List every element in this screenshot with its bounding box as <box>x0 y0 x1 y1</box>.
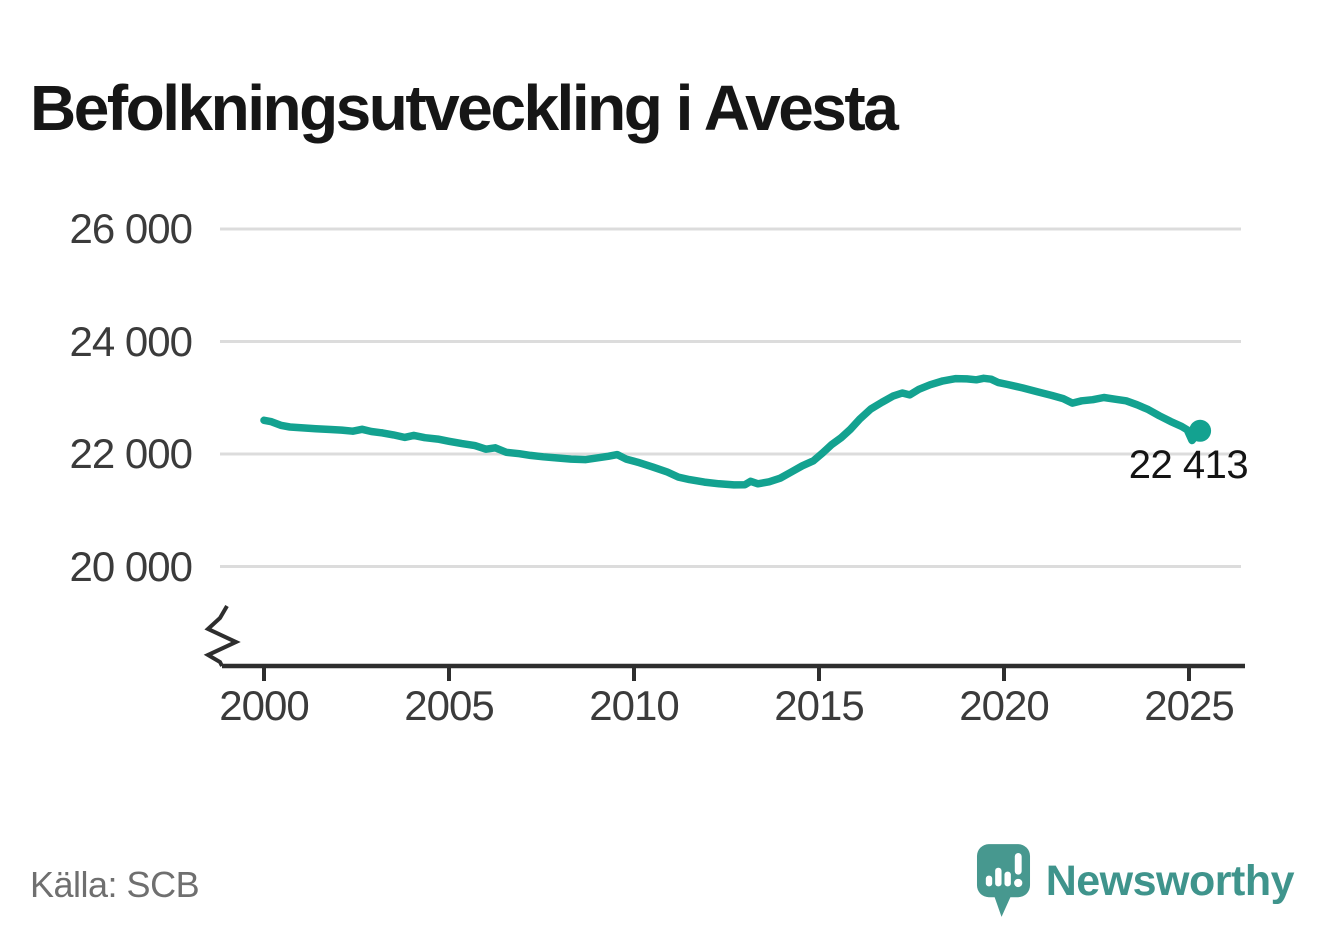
y-axis-tick-label: 20 000 <box>69 542 193 590</box>
x-axis-tick-label: 2005 <box>404 682 494 729</box>
latest-value-label: 22 413 <box>1128 442 1249 487</box>
y-axis-tick-label: 22 000 <box>69 430 193 477</box>
y-axis-tick-label: 26 000 <box>69 205 193 252</box>
newsworthy-branding: Newsworthy <box>976 843 1295 919</box>
chart-title: Befolkningsutveckling i Avesta <box>30 71 899 144</box>
x-axis-tick-label: 2015 <box>774 682 864 729</box>
x-axis-tick-label: 2000 <box>219 682 309 729</box>
x-axis-tick-label: 2020 <box>959 682 1049 729</box>
newsworthy-logo-icon <box>976 844 1030 917</box>
x-axis-tick-label: 2025 <box>1144 682 1234 729</box>
x-axis-tick-label: 2010 <box>589 682 679 729</box>
source-label: Källa: SCB <box>30 864 200 905</box>
y-axis-tick-label: 24 000 <box>69 317 193 365</box>
brand-name: Newsworthy <box>1045 856 1295 905</box>
